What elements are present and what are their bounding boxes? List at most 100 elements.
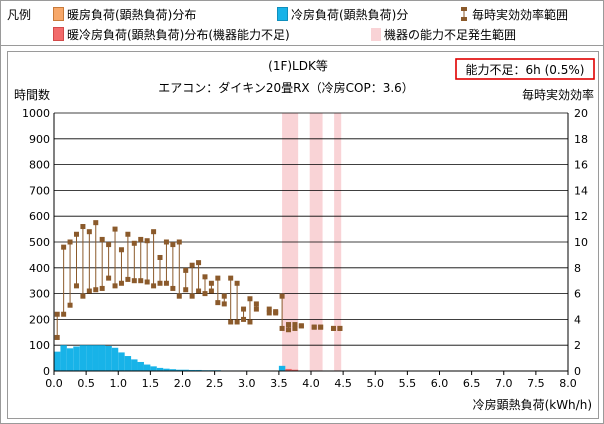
cooling-bar: [195, 369, 202, 371]
legend-label-heating: 暖房負荷(顕熱負荷)分布: [67, 8, 197, 22]
y-right-tick-label: 18: [574, 133, 588, 146]
cooling-bar: [66, 348, 74, 371]
efficiency-min-marker: [170, 285, 176, 291]
cooling-bar: [118, 352, 125, 371]
cooling-bar: [79, 345, 87, 371]
efficiency-max-marker: [61, 244, 67, 250]
legend-item-shortage-load: 暖冷房負荷(顕熱負荷)分布(機器能力不足): [53, 27, 290, 43]
efficiency-max-marker: [208, 280, 214, 286]
efficiency-min-marker: [228, 319, 234, 325]
axes-layer: [53, 113, 569, 375]
legend-label-shortage-load: 暖冷房負荷(顕熱負荷)分布(機器能力不足): [67, 28, 290, 42]
x-tick-label: 4.0: [302, 377, 320, 390]
y-right-tick-label: 4: [574, 313, 581, 326]
efficiency-max-marker: [163, 239, 169, 245]
chart-title: (1F)LDK等: [268, 59, 328, 73]
legend-item-heating: 暖房負荷(顕熱負荷)分布: [53, 7, 196, 23]
y-left-tick-label: 800: [29, 159, 50, 172]
efficiency-min-marker: [86, 288, 92, 294]
y-right-tick-label: 2: [574, 339, 581, 352]
efficiency-max-marker: [125, 231, 131, 237]
efficiency-min-marker: [253, 306, 259, 312]
efficiency-min-marker: [163, 280, 169, 286]
efficiency-min-marker: [241, 316, 247, 322]
grid-layer: [54, 112, 568, 346]
y-right-tick-label: 8: [574, 262, 581, 275]
x-tick-label: 3.0: [238, 377, 256, 390]
efficiency-max-marker: [93, 220, 99, 226]
efficiency-max-marker: [196, 260, 202, 266]
chart-panel: 0 100 200 300 400 500 600 700 800 900 1000 0 2 4 6 8 10 1…: [7, 51, 599, 419]
cooling-bar: [150, 366, 157, 371]
efficiency-min-marker: [176, 293, 182, 299]
y-left-tick-label: 700: [29, 184, 50, 197]
efficiency-max-marker: [228, 275, 234, 281]
efficiency-min-marker: [298, 323, 304, 329]
efficiency-min-marker: [112, 283, 118, 289]
cooling-bar: [54, 351, 61, 371]
efficiency-max-marker: [189, 262, 195, 268]
x-tick-label: 2.5: [206, 377, 224, 390]
efficiency-min-marker: [138, 278, 144, 284]
efficiency-max-marker: [99, 236, 105, 242]
legend-swatch-heating: [53, 7, 64, 21]
cooling-bar: [182, 369, 189, 371]
cooling-bar: [137, 361, 144, 371]
efficiency-min-marker: [93, 287, 99, 293]
cooling-bar: [111, 347, 119, 371]
y-right-tick-label: 12: [574, 210, 588, 223]
efficiency-max-marker: [106, 242, 112, 248]
efficiency-min-marker: [99, 285, 105, 291]
x-tick-label: 7.5: [527, 377, 545, 390]
efficiency-min-marker: [125, 276, 131, 282]
efficiency-min-marker: [208, 288, 214, 294]
efficiency-min-marker: [247, 319, 253, 325]
efficiency-min-marker: [144, 279, 150, 285]
efficiency-layer: [54, 220, 343, 340]
efficiency-max-marker: [266, 306, 272, 312]
efficiency-min-marker: [337, 325, 343, 331]
efficiency-min-marker: [273, 310, 279, 316]
x-tick-label: 4.5: [334, 377, 352, 390]
efficiency-max-marker: [292, 322, 298, 328]
y-left-tick-label: 900: [29, 133, 50, 146]
y-right-tick-label: 20: [574, 107, 588, 120]
y-left-tick-label: 200: [29, 313, 50, 326]
x-tick-label: 5.5: [399, 377, 417, 390]
bar-layer: [54, 345, 299, 371]
efficiency-min-marker: [67, 302, 73, 308]
cooling-bar: [98, 345, 106, 371]
efficiency-min-marker: [196, 288, 202, 294]
efficiency-max-marker: [86, 229, 92, 235]
efficiency-min-marker: [183, 287, 189, 293]
efficiency-min-marker: [106, 275, 112, 281]
efficiency-max-marker: [54, 311, 60, 317]
efficiency-min-marker: [266, 310, 272, 316]
efficiency-max-marker: [112, 226, 118, 232]
chart-subtitle: エアコン：ダイキン20畳RX（冷房COP：3.6）: [158, 80, 414, 95]
cooling-bar: [60, 345, 67, 371]
efficiency-min-marker: [221, 301, 227, 307]
cooling-bar: [169, 369, 177, 371]
efficiency-max-marker: [176, 239, 182, 245]
efficiency-min-marker: [318, 324, 324, 330]
x-tick-label: 0.0: [45, 377, 63, 390]
efficiency-min-marker: [151, 283, 157, 289]
y-left-label: 時間数: [14, 87, 50, 102]
shortage-callout-box: [455, 58, 595, 80]
efficiency-max-marker: [183, 267, 189, 273]
efficiency-max-marker: [234, 280, 240, 286]
x-tick-label: 8.0: [559, 377, 577, 390]
efficiency-max-marker: [131, 240, 137, 246]
efficiency-min-marker: [131, 278, 137, 284]
efficiency-min-marker: [189, 293, 195, 299]
efficiency-min-marker: [286, 327, 292, 333]
efficiency-max-marker: [221, 293, 227, 299]
efficiency-max-marker: [286, 322, 292, 328]
cooling-bar: [176, 369, 183, 371]
legend-label-shortage-range: 機器の能力不足発生範囲: [384, 28, 517, 42]
legend-swatch-shortage-load: [53, 27, 64, 41]
efficiency-min-marker: [157, 280, 163, 286]
x-tick-label: 6.0: [431, 377, 449, 390]
